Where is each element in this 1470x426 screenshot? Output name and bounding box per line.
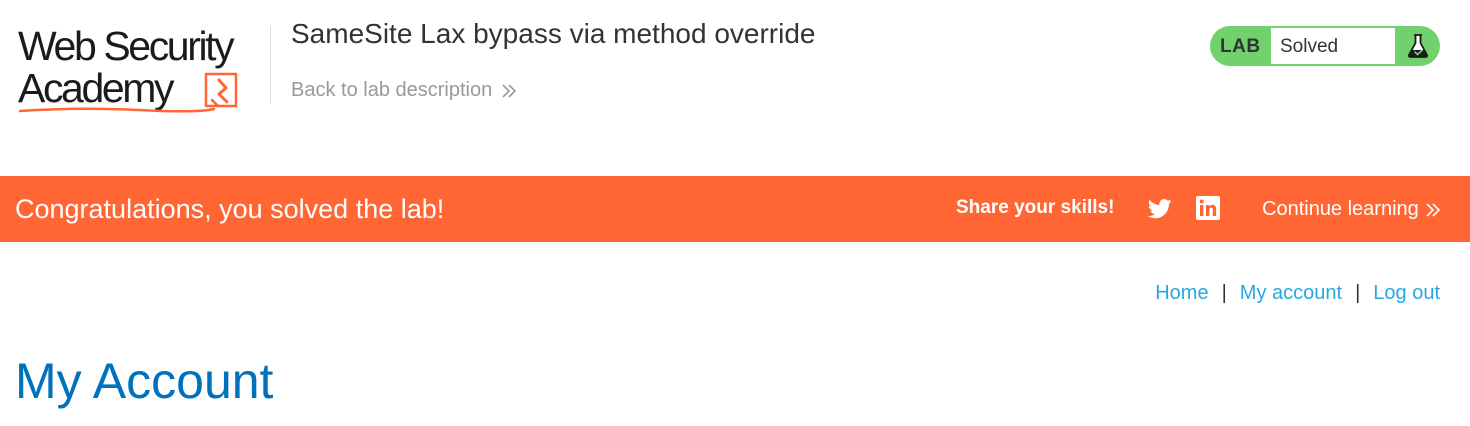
double-chevron-right-icon bbox=[502, 83, 517, 98]
continue-learning-label: Continue learning bbox=[1262, 198, 1419, 220]
nav-separator: | bbox=[1355, 282, 1361, 304]
nav-log-out-link[interactable]: Log out bbox=[1373, 282, 1440, 304]
page-header: Web Security Academy SameSite Lax bypass… bbox=[0, 0, 1470, 176]
lab-status-value-box: Solved bbox=[1271, 28, 1395, 64]
logo-text-line1: Web Security bbox=[18, 23, 235, 69]
lab-status-badge: LAB Solved bbox=[1210, 26, 1440, 66]
continue-learning-link[interactable]: Continue learning bbox=[1262, 198, 1441, 221]
account-nav: Home | My account | Log out bbox=[1155, 282, 1440, 305]
lab-status-value: Solved bbox=[1280, 36, 1339, 57]
twitter-icon[interactable] bbox=[1148, 198, 1172, 220]
double-chevron-right-icon bbox=[1426, 202, 1440, 217]
linkedin-icon[interactable] bbox=[1196, 196, 1220, 220]
nav-separator: | bbox=[1221, 282, 1227, 304]
solved-banner: Congratulations, you solved the lab! Sha… bbox=[0, 176, 1470, 242]
logo-mark-icon bbox=[204, 72, 238, 108]
header-divider bbox=[270, 26, 271, 104]
lab-title: SameSite Lax bypass via method override bbox=[291, 18, 816, 49]
nav-home-link[interactable]: Home bbox=[1155, 282, 1209, 304]
logo-underline-icon bbox=[18, 107, 216, 113]
page-title: My Account bbox=[15, 353, 274, 409]
flask-icon bbox=[1408, 34, 1428, 58]
academy-logo[interactable]: Web Security Academy bbox=[18, 26, 268, 116]
share-skills-label: Share your skills! bbox=[956, 197, 1115, 218]
back-link-label: Back to lab description bbox=[291, 79, 493, 101]
logo-text-line2: Academy bbox=[18, 65, 175, 111]
congratulations-message: Congratulations, you solved the lab! bbox=[15, 194, 445, 224]
nav-my-account-link[interactable]: My account bbox=[1239, 282, 1343, 304]
lab-status-label: LAB bbox=[1220, 36, 1261, 57]
back-to-lab-description-link[interactable]: Back to lab description bbox=[291, 79, 518, 102]
